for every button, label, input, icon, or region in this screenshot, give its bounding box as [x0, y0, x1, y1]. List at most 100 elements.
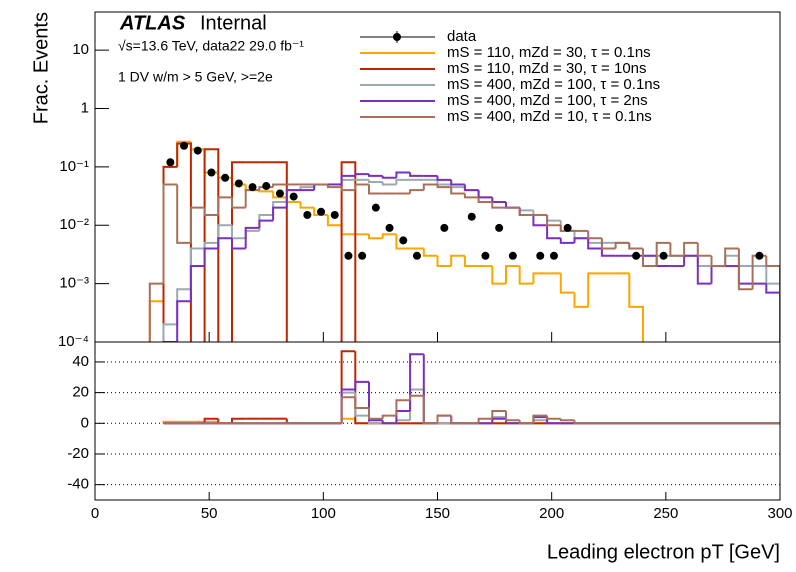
histogram-bin	[189, 206, 205, 243]
histogram-bin	[176, 184, 191, 244]
ratio-bin	[532, 414, 548, 424]
histogram-bin	[573, 230, 589, 240]
histogram-bin	[258, 213, 274, 231]
histogram-bin	[244, 226, 260, 249]
histogram-bin	[381, 182, 397, 186]
data-point	[193, 146, 202, 155]
data-point	[440, 223, 449, 232]
data-point	[289, 192, 298, 201]
histogram-bin	[395, 171, 411, 178]
ratio-bin	[354, 351, 369, 425]
histogram-bin	[587, 230, 602, 240]
legend-label: mS = 400, mZd = 100, τ = 2ns	[447, 92, 648, 109]
histogram-bin	[162, 165, 178, 342]
histogram-bin	[477, 190, 493, 199]
data-point	[508, 251, 517, 260]
histogram-bin	[422, 248, 438, 257]
y2-tick-label: 0	[81, 414, 89, 431]
ratio-bin	[203, 417, 219, 424]
histogram-bin	[231, 238, 246, 250]
ratio-bin	[354, 392, 369, 417]
histogram-bin	[696, 242, 712, 257]
histogram-bin	[436, 175, 452, 181]
histogram-bin	[340, 178, 356, 185]
data-point	[166, 158, 175, 167]
data-point	[495, 223, 504, 232]
histogram-bin	[696, 255, 712, 268]
ratio-marks	[95, 350, 780, 486]
histogram-bin	[628, 273, 644, 342]
histogram-bin	[436, 255, 452, 268]
ratio-bin	[354, 380, 369, 390]
histogram-bin	[737, 266, 753, 285]
ratio-bin	[422, 354, 438, 425]
data-point	[262, 182, 271, 191]
histogram-bin	[765, 255, 780, 342]
data-point	[344, 251, 353, 260]
histogram-bin	[395, 178, 411, 185]
histogram-bin	[340, 225, 356, 236]
annotation: 1 DV w/m > 5 GeV, >=2e	[118, 69, 273, 85]
histogram-bin	[162, 323, 178, 342]
atlas-status: Internal	[200, 12, 267, 34]
ratio-bin	[395, 399, 411, 416]
ratio-bin	[381, 414, 397, 419]
histogram-bin	[450, 179, 465, 186]
histogram-bin	[326, 184, 342, 189]
histogram-bin	[272, 183, 287, 188]
ratio-bin	[450, 415, 465, 425]
atlas-label: ATLAS	[119, 12, 186, 34]
histogram-bin	[231, 197, 246, 209]
histogram-bin	[518, 266, 534, 285]
histogram-bin	[189, 247, 205, 290]
histogram-bin	[231, 161, 246, 342]
histogram-bin	[340, 161, 357, 342]
histogram-bin	[231, 225, 246, 240]
y2-tick-label: -40	[67, 476, 89, 493]
data-point	[275, 189, 284, 198]
y-tick-label: 10⁻⁴	[58, 333, 89, 350]
histogram-bin	[176, 142, 192, 342]
y2-tick-label: -20	[67, 445, 89, 462]
histogram-bin	[696, 255, 712, 285]
histogram-bin	[724, 247, 739, 267]
histogram-bin	[573, 292, 589, 308]
histogram-bin	[258, 190, 274, 193]
histogram-bin	[587, 238, 602, 250]
histogram-bin	[491, 202, 506, 209]
data-point	[659, 251, 668, 260]
ratio-bin	[409, 388, 424, 421]
histogram-bin	[162, 165, 178, 302]
ratio-bin	[340, 396, 356, 424]
data-point	[317, 207, 326, 216]
histogram-bin	[368, 184, 383, 195]
histogram-bin	[340, 187, 356, 192]
ratio-bin	[409, 394, 424, 401]
histogram-bin	[600, 248, 616, 257]
histogram-bin	[148, 300, 164, 342]
histogram-bin	[669, 242, 685, 257]
histogram-bin	[176, 288, 191, 325]
annotation: √s=13.6 TeV, data22 29.0 fb⁻¹	[118, 38, 304, 54]
ratio-bin	[354, 397, 369, 409]
histogram-bin	[162, 183, 178, 284]
histogram-bin	[724, 254, 739, 267]
histogram-bin	[765, 283, 780, 342]
histogram-bin	[422, 183, 438, 191]
legend-swatch	[393, 33, 401, 41]
data-point	[412, 251, 421, 260]
x-tick-label: 0	[91, 505, 99, 522]
ratio-bin	[559, 418, 575, 422]
ratio-bin	[573, 420, 589, 425]
ratio-bin	[422, 389, 438, 425]
histogram-bin	[737, 248, 753, 291]
x-tick-label: 200	[539, 505, 564, 522]
histogram-bin	[299, 202, 315, 209]
histogram-bin	[409, 189, 424, 194]
histogram-bin	[203, 241, 219, 249]
data-point	[248, 183, 257, 192]
ratio-bin	[477, 417, 493, 424]
histogram-bin	[244, 189, 260, 208]
data-point	[207, 168, 216, 177]
